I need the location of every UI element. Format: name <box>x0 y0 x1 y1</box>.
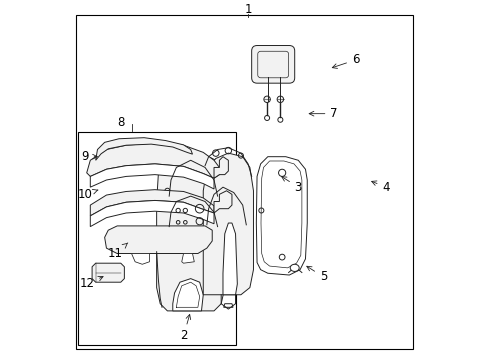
Polygon shape <box>156 153 224 311</box>
Text: 3: 3 <box>281 177 302 194</box>
Circle shape <box>277 96 283 103</box>
Polygon shape <box>223 223 237 295</box>
Polygon shape <box>92 263 124 282</box>
Polygon shape <box>172 279 203 311</box>
Text: 12: 12 <box>79 276 103 291</box>
Text: 5: 5 <box>306 266 326 283</box>
Polygon shape <box>182 253 194 263</box>
Text: 2: 2 <box>180 314 190 342</box>
Text: 7: 7 <box>308 107 337 120</box>
Circle shape <box>264 96 270 103</box>
Polygon shape <box>90 190 214 216</box>
Polygon shape <box>90 201 214 226</box>
Polygon shape <box>256 157 306 275</box>
Polygon shape <box>131 253 149 264</box>
Polygon shape <box>86 143 219 178</box>
Circle shape <box>277 117 282 122</box>
Text: 10: 10 <box>77 188 98 201</box>
Text: 4: 4 <box>371 181 389 194</box>
Circle shape <box>264 116 269 121</box>
Text: 8: 8 <box>117 116 124 129</box>
Polygon shape <box>203 153 253 295</box>
Bar <box>78 132 235 345</box>
Text: 6: 6 <box>332 53 359 68</box>
Polygon shape <box>214 157 228 178</box>
Polygon shape <box>90 164 214 189</box>
Ellipse shape <box>290 264 299 271</box>
Text: 11: 11 <box>108 243 127 260</box>
Text: 1: 1 <box>244 3 251 16</box>
FancyBboxPatch shape <box>251 45 294 83</box>
Polygon shape <box>214 191 231 213</box>
Text: 9: 9 <box>81 150 97 163</box>
Polygon shape <box>104 226 212 253</box>
Polygon shape <box>96 138 192 160</box>
Polygon shape <box>223 304 233 307</box>
